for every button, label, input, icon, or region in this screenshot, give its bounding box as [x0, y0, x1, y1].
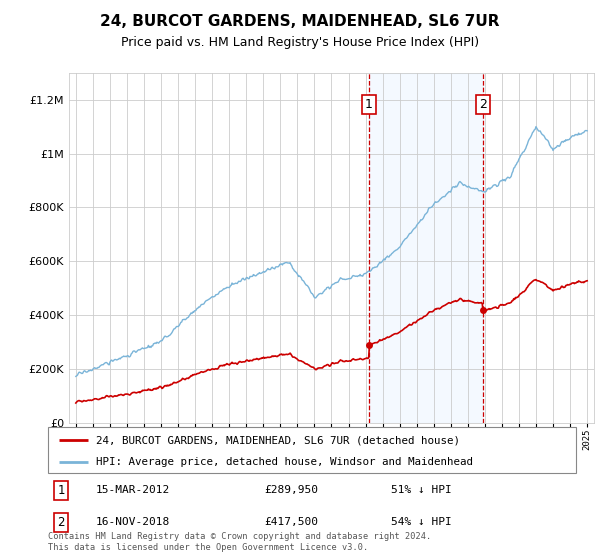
Text: Price paid vs. HM Land Registry's House Price Index (HPI): Price paid vs. HM Land Registry's House …: [121, 36, 479, 49]
Text: 1: 1: [365, 98, 373, 111]
Text: 51% ↓ HPI: 51% ↓ HPI: [391, 486, 452, 496]
Text: Contains HM Land Registry data © Crown copyright and database right 2024.
This d: Contains HM Land Registry data © Crown c…: [48, 532, 431, 552]
Text: HPI: Average price, detached house, Windsor and Maidenhead: HPI: Average price, detached house, Wind…: [95, 457, 473, 466]
Text: 2: 2: [58, 516, 65, 529]
Text: £417,500: £417,500: [265, 517, 319, 528]
Text: 24, BURCOT GARDENS, MAIDENHEAD, SL6 7UR (detached house): 24, BURCOT GARDENS, MAIDENHEAD, SL6 7UR …: [95, 435, 460, 445]
FancyBboxPatch shape: [48, 427, 576, 473]
Text: £289,950: £289,950: [265, 486, 319, 496]
Text: 2: 2: [479, 98, 487, 111]
Text: 1: 1: [58, 484, 65, 497]
Bar: [369, 73, 483, 423]
Text: 24, BURCOT GARDENS, MAIDENHEAD, SL6 7UR: 24, BURCOT GARDENS, MAIDENHEAD, SL6 7UR: [100, 14, 500, 29]
Text: 16-NOV-2018: 16-NOV-2018: [95, 517, 170, 528]
Text: 15-MAR-2012: 15-MAR-2012: [95, 486, 170, 496]
Text: 54% ↓ HPI: 54% ↓ HPI: [391, 517, 452, 528]
